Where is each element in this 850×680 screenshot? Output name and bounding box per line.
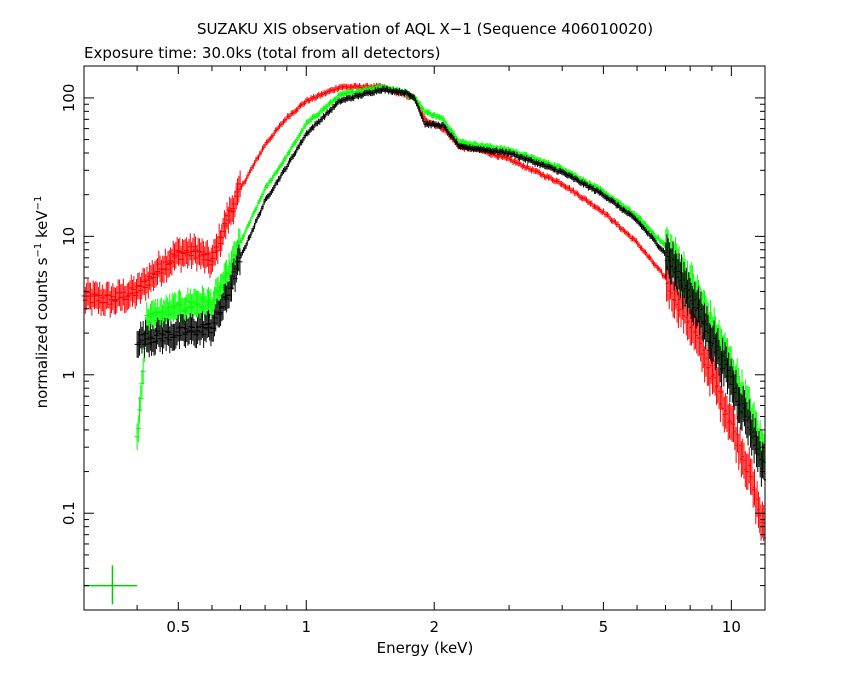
y-axis-label-mid: keV [33,210,51,243]
y-axis-label-sup2: −1 [33,195,44,211]
x-tick-label: 0.5 [166,618,190,636]
plot-frame [83,65,766,611]
y-axis-label-main: normalized counts s [33,257,51,409]
x-tick-label: 5 [599,618,609,636]
y-tick-label: 100 [60,84,78,113]
x-axis-label: Energy (keV) [376,639,474,657]
y-tick-label: 1 [60,370,78,380]
y-tick-label: 0.1 [60,501,78,525]
y-tick-label: 10 [60,227,78,246]
y-axis-label: normalized counts s−1 keV−1 [33,196,51,409]
plot-border [83,65,766,611]
x-tick-label: 2 [429,618,439,636]
data-series-layer [81,82,766,605]
x-tick-label: 1 [301,618,311,636]
chart-subtitle: Exposure time: 30.0ks (total from all de… [84,44,441,62]
y-axis-label-sup1: −1 [33,242,44,258]
axis-ticks: 0.5 1 2 5 10 0.1 1 10 100 [60,66,765,636]
x-tick-label: 10 [722,618,741,636]
series-2 [134,86,766,498]
reference-marker [84,565,138,605]
chart-title: SUZAKU XIS observation of AQL X−1 (Seque… [196,20,654,38]
